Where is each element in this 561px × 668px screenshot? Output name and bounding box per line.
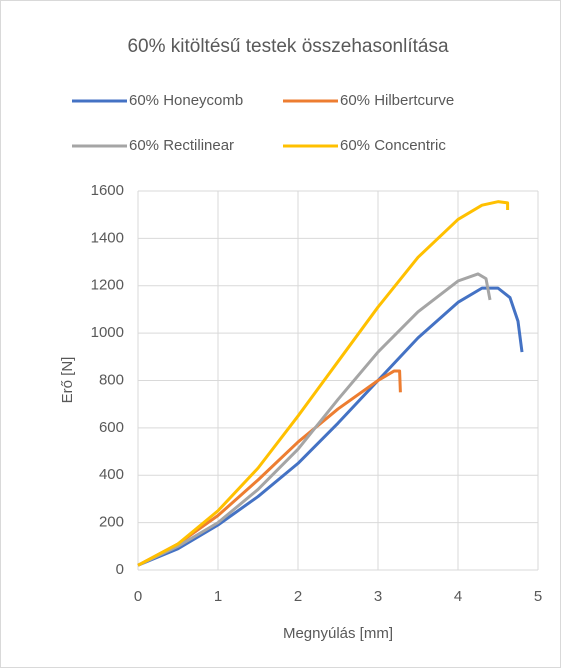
legend-label: 60% Honeycomb (129, 92, 243, 109)
line-series (137, 286, 524, 567)
line-series (137, 200, 510, 567)
x-tick-label: 0 (134, 588, 142, 605)
x-tick-label: 4 (454, 588, 462, 605)
legend-label: 60% Rectilinear (129, 137, 234, 154)
y-tick-label: 1000 (91, 324, 124, 341)
x-tick-label: 3 (374, 588, 382, 605)
y-tick-label: 800 (99, 371, 124, 388)
y-tick-label: 400 (99, 466, 124, 483)
x-tick-label: 5 (534, 588, 542, 605)
y-tick-label: 200 (99, 514, 124, 531)
y-tick-label: 600 (99, 419, 124, 436)
line-series (137, 272, 492, 567)
chart-title: 60% kitöltésű testek összehasonlítása (127, 36, 449, 57)
y-tick-label: 1200 (91, 277, 124, 294)
y-axis-label: Erő [N] (59, 357, 76, 404)
legend-label: 60% Hilbertcurve (340, 92, 454, 109)
y-tick-label: 0 (116, 561, 124, 578)
x-tick-label: 1 (214, 588, 222, 605)
x-tick-label: 2 (294, 588, 302, 605)
legend-label: 60% Concentric (340, 137, 446, 154)
y-tick-label: 1600 (91, 182, 124, 199)
x-axis-label: Megnyúlás [mm] (283, 625, 393, 642)
y-tick-label: 1400 (91, 229, 124, 246)
